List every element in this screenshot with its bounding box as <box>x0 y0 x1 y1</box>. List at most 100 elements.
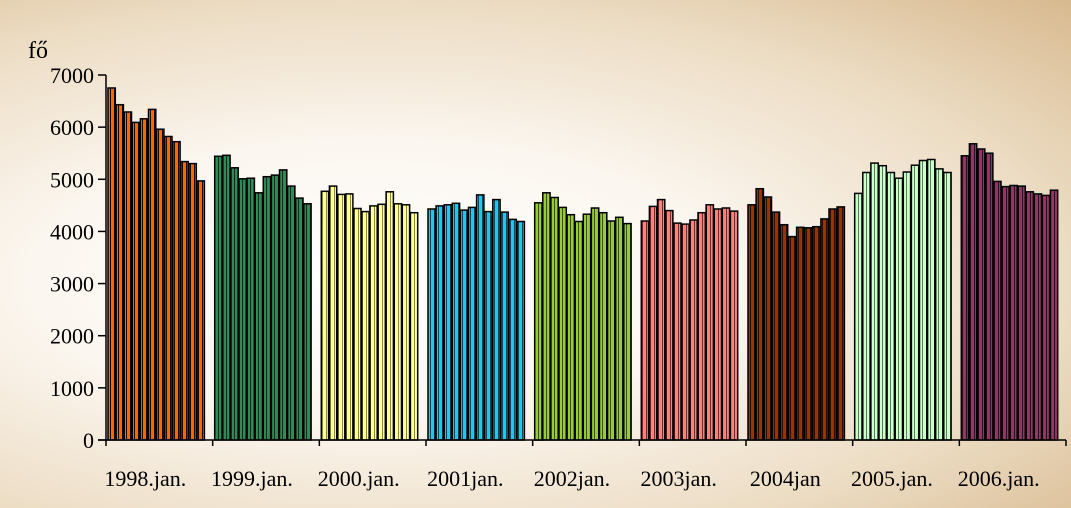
bar-2000.jan.-11 <box>401 204 411 441</box>
x-tick-label: 1999.jan. <box>211 466 293 491</box>
bar-1998.jan.-3 <box>123 111 133 441</box>
bar-2004jan-5 <box>779 223 789 441</box>
bar-1998.jan.-8 <box>163 135 173 441</box>
x-tick-label: 1998.jan. <box>104 466 186 491</box>
bar-2001jan.-7 <box>475 194 485 441</box>
bars-layer <box>107 87 1059 441</box>
bar-2001jan.-5 <box>459 209 469 441</box>
bar-2005.jan.-9 <box>918 159 928 441</box>
bar-2003jan.-9 <box>705 204 715 441</box>
bar-2003jan.-11 <box>721 207 731 441</box>
bar-1999.jan.-9 <box>278 169 288 441</box>
bar-2006.jan.-10 <box>1033 193 1043 441</box>
y-tick-label: 6000 <box>50 115 94 140</box>
bar-2001jan.-11 <box>508 218 518 441</box>
bar-2005.jan.-12 <box>943 171 952 441</box>
bar-2004jan-4 <box>771 211 781 441</box>
bar-2000.jan.-1 <box>320 190 330 441</box>
bar-1999.jan.-3 <box>230 167 239 441</box>
x-tick-label: 2005.jan. <box>851 466 933 491</box>
bar-2005.jan.-4 <box>878 164 888 441</box>
bar-1998.jan.-9 <box>172 140 181 441</box>
bar-2000.jan.-2 <box>328 185 338 441</box>
bar-2000.jan.-7 <box>369 205 378 441</box>
bar-2004jan-3 <box>763 196 773 441</box>
bar-1998.jan.-4 <box>131 121 141 441</box>
bar-2001jan.-8 <box>483 210 493 441</box>
bar-2006.jan.-11 <box>1041 194 1051 441</box>
bar-2003jan.-10 <box>713 208 723 441</box>
y-tick-label: 0 <box>83 428 94 453</box>
bar-2004jan-6 <box>787 235 797 441</box>
bar-2002jan.-6 <box>574 220 584 441</box>
bar-2002jan.-5 <box>566 213 576 441</box>
bar-2004jan-10 <box>820 218 829 441</box>
bar-2000.jan.-4 <box>344 193 354 441</box>
y-tick-label: 5000 <box>50 167 94 192</box>
bar-2005.jan.-8 <box>910 164 920 441</box>
bar-1999.jan.-7 <box>262 175 272 441</box>
bar-1998.jan.-5 <box>139 118 149 441</box>
x-tick-labels: 1998.jan. 1999.jan. 2000.jan. 2001jan. 2002j… <box>104 466 1039 491</box>
bar-2006.jan.-12 <box>1049 189 1059 441</box>
x-tick-label: 2002jan. <box>534 466 610 491</box>
bar-2002jan.-8 <box>590 207 600 441</box>
bar-2001jan.-2 <box>435 205 445 441</box>
bar-2002jan.-12 <box>623 222 632 441</box>
bar-2001jan.-3 <box>443 204 453 441</box>
bar-1998.jan.-6 <box>147 108 157 441</box>
bar-2003jan.-12 <box>729 210 739 441</box>
bar-2001jan.-10 <box>500 211 509 441</box>
x-tick-label: 2000.jan. <box>318 466 400 491</box>
bar-2005.jan.-11 <box>934 168 944 441</box>
bar-2003jan.-6 <box>681 223 690 441</box>
bar-2006.jan.-8 <box>1017 185 1027 441</box>
bar-2006.jan.-2 <box>968 143 978 441</box>
bar-2004jan-1 <box>747 204 757 441</box>
y-tick-label: 7000 <box>50 63 94 88</box>
bar-2004jan-8 <box>803 227 813 441</box>
bar-2001jan.-4 <box>451 202 461 441</box>
bar-2004jan-12 <box>836 206 846 441</box>
bar-1999.jan.-2 <box>222 154 231 441</box>
y-tick-label: 1000 <box>50 376 94 401</box>
bar-2001jan.-9 <box>492 198 501 441</box>
bar-2005.jan.-5 <box>886 171 896 441</box>
bar-1998.jan.-10 <box>180 160 189 441</box>
bar-1998.jan.-11 <box>188 162 198 441</box>
bar-2003jan.-3 <box>656 198 666 441</box>
x-tick-label: 2001jan. <box>427 466 503 491</box>
bar-2004jan-7 <box>795 226 805 441</box>
bar-2005.jan.-10 <box>926 158 936 441</box>
bar-2000.jan.-3 <box>336 193 346 441</box>
bar-1999.jan.-5 <box>246 177 256 441</box>
bar-2003jan.-1 <box>640 220 650 441</box>
bar-1999.jan.-10 <box>286 185 296 441</box>
bar-2001jan.-1 <box>427 208 437 441</box>
bar-2002jan.-7 <box>582 213 592 441</box>
bar-1998.jan.-12 <box>196 180 206 441</box>
bar-1999.jan.-12 <box>303 203 312 441</box>
bar-2002jan.-9 <box>598 211 608 441</box>
bar-2002jan.-4 <box>558 206 568 441</box>
bar-1999.jan.-8 <box>270 174 280 441</box>
bar-2006.jan.-4 <box>984 152 994 441</box>
y-tick-label: 2000 <box>50 324 94 349</box>
x-tick-label: 2006.jan. <box>958 466 1040 491</box>
bar-2000.jan.-5 <box>352 207 362 441</box>
bar-2003jan.-7 <box>689 219 698 441</box>
bar-2003jan.-5 <box>672 222 682 441</box>
bar-2004jan-9 <box>812 225 821 441</box>
y-tick-label: 4000 <box>50 219 94 244</box>
bar-2006.jan.-7 <box>1009 184 1018 441</box>
bar-2003jan.-8 <box>697 211 707 441</box>
bar-2002jan.-1 <box>533 202 543 441</box>
bar-1999.jan.-1 <box>213 155 223 441</box>
bar-2002jan.-2 <box>542 192 551 441</box>
x-tick-label: 2004jan <box>750 466 821 491</box>
bar-2000.jan.-8 <box>377 203 387 441</box>
bar-2005.jan.-1 <box>853 192 863 441</box>
bar-1998.jan.-7 <box>155 128 165 441</box>
